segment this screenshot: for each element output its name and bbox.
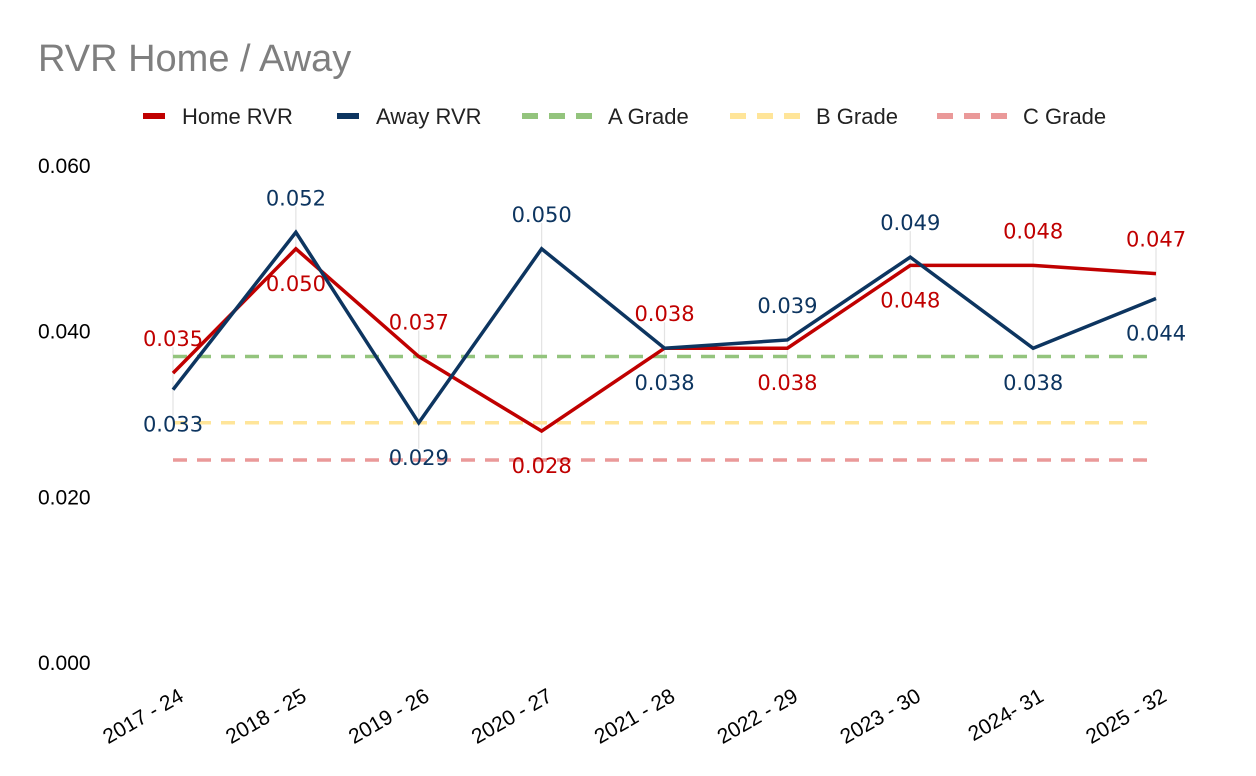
x-tick-label: 2023 - 30 (836, 684, 924, 748)
away-rvr-line (171, 229, 1157, 426)
y-axis: 0.000 0.020 0.040 0.060 (38, 155, 91, 675)
grade-reference-lines (173, 354, 1156, 462)
y-tick-label: 0.020 (38, 486, 91, 509)
legend-label: Home RVR (182, 104, 293, 129)
away-rvr-data-label: 0.049 (880, 211, 940, 235)
x-tick-label: 2022 - 29 (714, 684, 802, 748)
home-rvr-data-label: 0.035 (143, 327, 203, 351)
home-rvr-data-label: 0.050 (266, 272, 326, 296)
series-lines (171, 229, 1157, 434)
x-tick-label: 2021 - 28 (591, 684, 679, 748)
away-rvr-data-label: 0.029 (389, 446, 449, 470)
data-labels: 0.035 0.033 0.050 0.052 0.037 0.029 0.028 0.050… (143, 186, 1186, 478)
point-guides (172, 206, 1157, 458)
legend: Home RVR Away RVR A Grade B Grade C Grade (143, 104, 1106, 129)
legend-item: Away RVR (337, 104, 482, 129)
x-axis: 2017 - 24 2018 - 25 2019 - 26 2020 - 27 2021… (99, 684, 1170, 748)
home-rvr-data-label: 0.028 (512, 454, 572, 478)
legend-label: A Grade (608, 104, 689, 129)
legend-item: B Grade (730, 104, 898, 129)
y-tick-label: 0.060 (38, 155, 91, 178)
home-rvr-data-label: 0.038 (757, 371, 817, 395)
x-tick-label: 2017 - 24 (99, 684, 188, 748)
x-tick-label: 2018 - 25 (222, 684, 310, 748)
home-rvr-data-label: 0.048 (1003, 219, 1063, 243)
legend-label: C Grade (1023, 104, 1106, 129)
x-tick-label: 2025 - 32 (1082, 684, 1170, 748)
legend-item: C Grade (937, 104, 1106, 129)
legend-label: B Grade (816, 104, 898, 129)
x-tick-label: 2024- 31 (964, 684, 1047, 745)
away-rvr-data-label: 0.052 (266, 186, 326, 210)
away-rvr-data-label: 0.033 (143, 413, 203, 437)
legend-item: A Grade (522, 104, 689, 129)
away-rvr-data-label: 0.050 (512, 203, 572, 227)
chart-title: RVR Home / Away (38, 38, 351, 80)
home-rvr-data-label: 0.047 (1126, 228, 1186, 252)
home-rvr-data-label: 0.048 (880, 288, 940, 312)
away-rvr-data-label: 0.038 (634, 371, 694, 395)
legend-label: Away RVR (376, 104, 482, 129)
away-rvr-data-label: 0.039 (757, 294, 817, 318)
y-tick-label: 0.000 (38, 652, 91, 675)
x-tick-label: 2020 - 27 (468, 684, 556, 748)
legend-item: Home RVR (143, 104, 293, 129)
away-rvr-data-label: 0.044 (1126, 322, 1186, 346)
away-rvr-data-label: 0.038 (1003, 371, 1063, 395)
home-rvr-data-label: 0.038 (634, 302, 694, 326)
home-rvr-data-label: 0.037 (389, 311, 449, 335)
y-tick-label: 0.040 (38, 321, 91, 344)
x-tick-label: 2019 - 26 (345, 684, 433, 748)
